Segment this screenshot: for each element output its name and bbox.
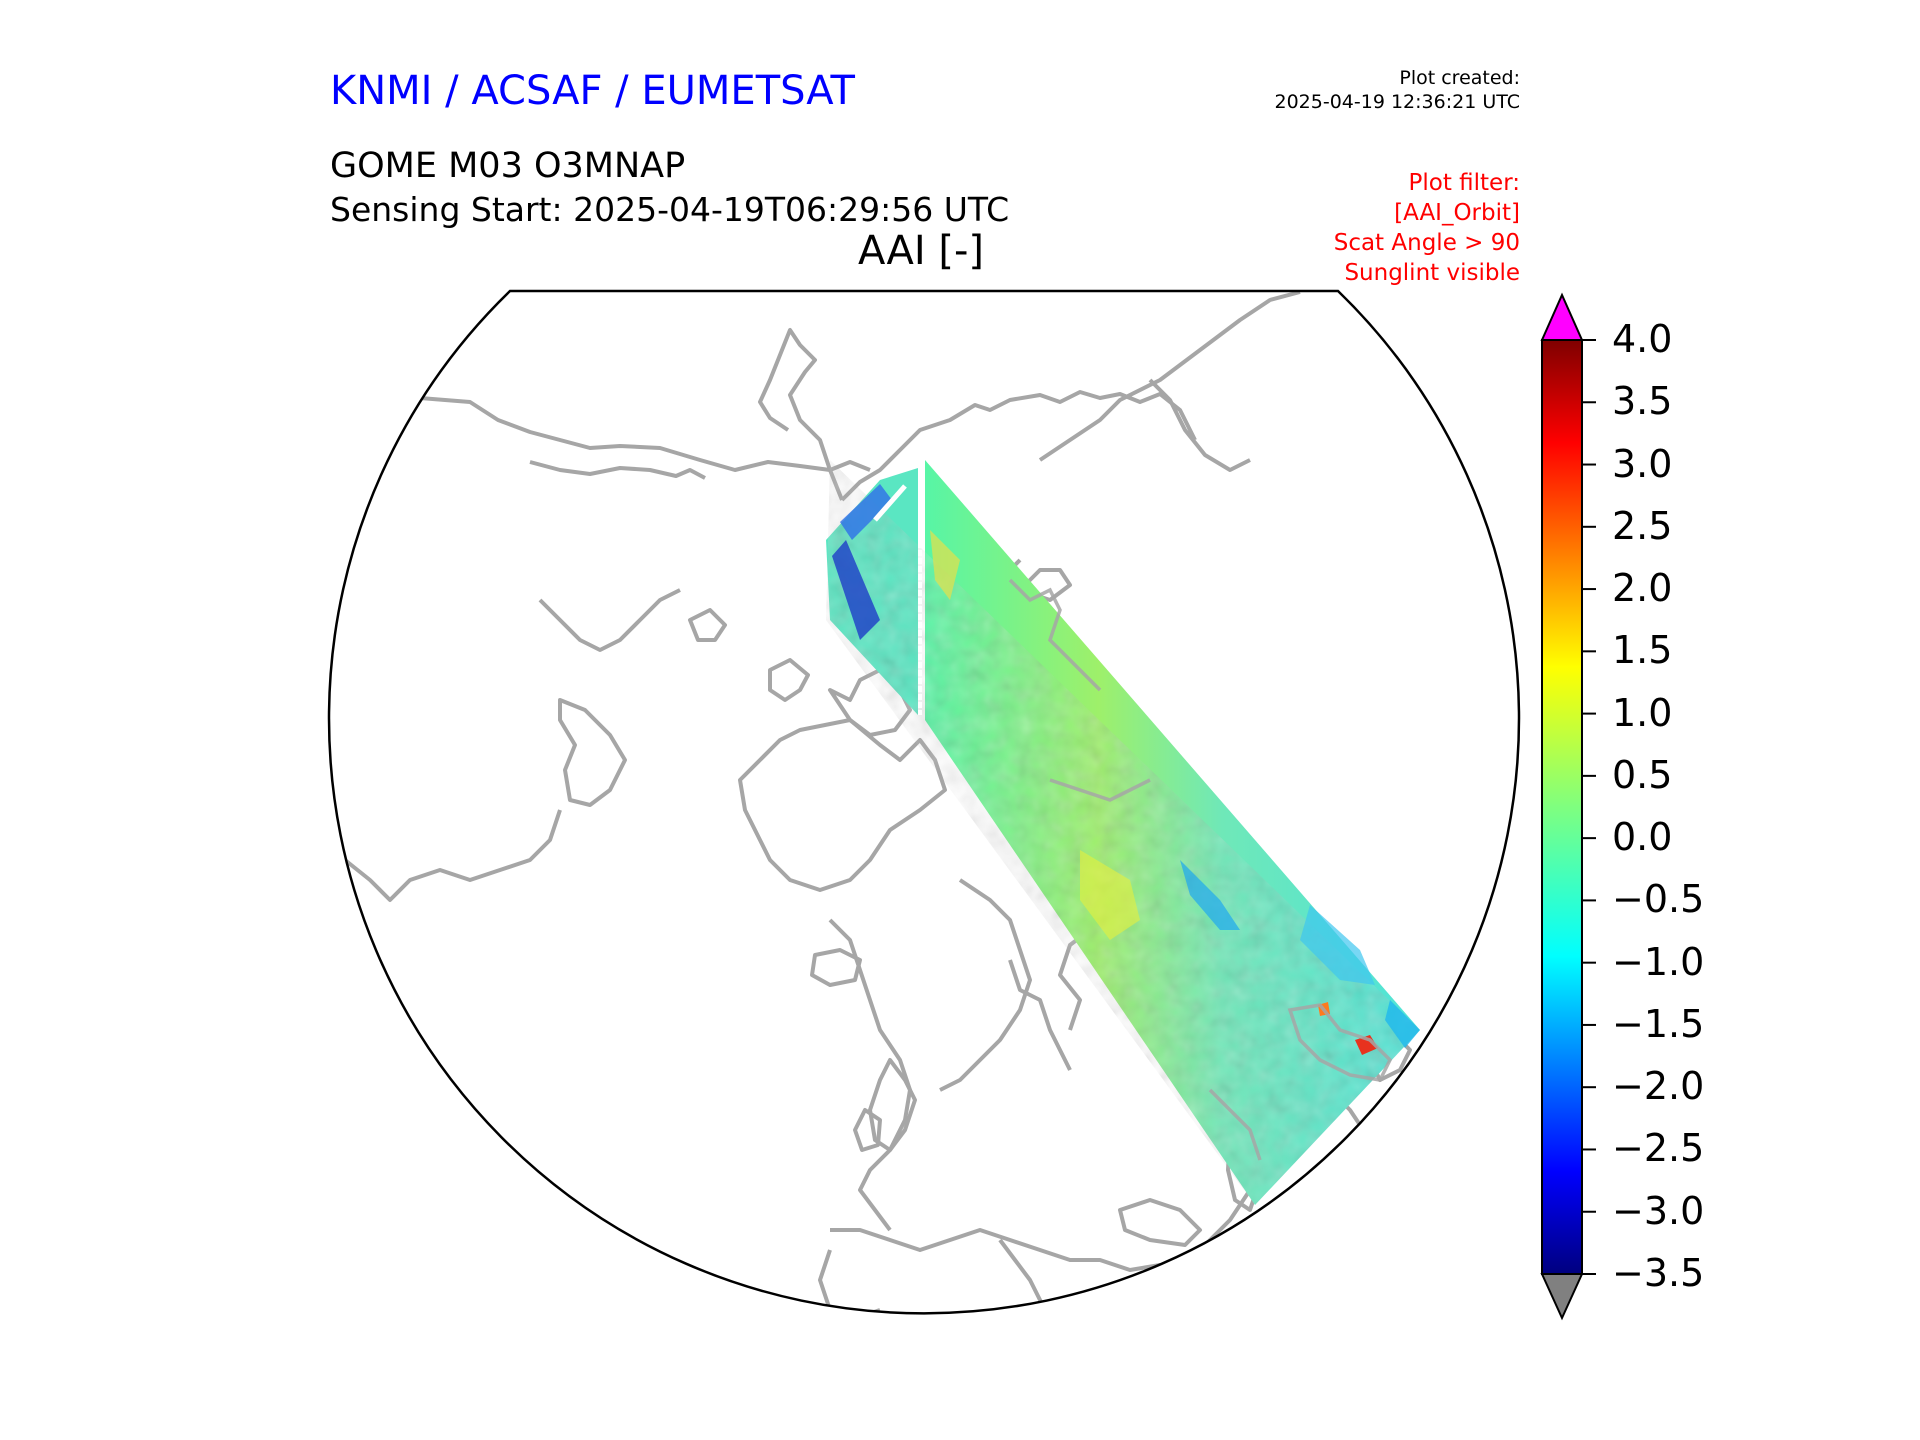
- aai-low-edge: [832, 540, 880, 640]
- colorbar-tick-label: 3.5: [1612, 379, 1673, 424]
- coastline-black-sea: [1118, 1198, 1202, 1247]
- sensing-start: Sensing Start: 2025-04-19T06:29:56 UTC: [330, 190, 1010, 229]
- map-disk: [329, 291, 1519, 1314]
- coastline-novaya-zemlya: [558, 698, 627, 807]
- colorbar-tick-label: 1.0: [1612, 690, 1673, 735]
- plot-created: Plot created: 2025-04-19 12:36:21 UTC: [1275, 66, 1521, 114]
- colorbar-tick-label: 0.0: [1612, 815, 1673, 860]
- coastline-overlay-3: [1287, 1003, 1393, 1082]
- aai-low-patch-1: [1180, 860, 1240, 930]
- colorbar: [1540, 292, 1596, 1321]
- plot-created-time: 2025-04-19 12:36:21 UTC: [1274, 91, 1521, 113]
- colorbar-tick-label: −0.5: [1612, 877, 1705, 922]
- map-title: AAI [-]: [858, 228, 984, 274]
- plot-created-label: Plot created:: [1399, 67, 1520, 89]
- coastline-overlay-1: [1008, 578, 1102, 692]
- aai-low-patch-3: [1385, 1000, 1420, 1048]
- aai-high-patch-1: [1080, 850, 1140, 940]
- coastline-canada-north: [1038, 291, 1301, 462]
- coastline-alaska-west: [758, 328, 844, 501]
- colorbar-under-extension: [1540, 1273, 1584, 1321]
- colorbar-tick-label: −1.5: [1612, 1001, 1705, 1046]
- colorbar-tick-label: 1.5: [1612, 628, 1673, 673]
- coastline-british-isles: [868, 1058, 917, 1152]
- colorbar-over-extension: [1540, 292, 1584, 341]
- coastline-svalbard: [768, 658, 810, 702]
- colorbar-tick-label: −2.5: [1612, 1126, 1705, 1171]
- aai-data-gap-top: [873, 484, 907, 522]
- colorbar-tick-label: 3.0: [1612, 441, 1673, 486]
- coastline-chukotka: [529, 460, 706, 480]
- colorbar-gradient: [1541, 339, 1583, 1275]
- organisation-label: KNMI / ACSAF / EUMETSAT: [330, 68, 855, 114]
- coastline-franz-josef: [688, 608, 727, 642]
- coastline-alaska: [840, 390, 1197, 502]
- colorbar-tick-label: 2.5: [1612, 503, 1673, 548]
- colorbar-tick-label: −1.0: [1612, 939, 1705, 984]
- plot-filter-line: Scat Angle > 90: [1333, 230, 1520, 256]
- aai-high-patch-2: [930, 530, 960, 600]
- plot-filter-line: Sunglint visible: [1344, 260, 1520, 286]
- coastline-ireland: [853, 1108, 882, 1152]
- aai-low-edge-2: [840, 484, 892, 540]
- aai-low-patch-2: [1300, 905, 1375, 985]
- coastline-taimyr: [538, 588, 681, 652]
- coastlines-overlay: [1008, 578, 1393, 1161]
- plot-filter-line: [AAI_Orbit]: [1394, 200, 1520, 226]
- coastline-hudson: [1148, 378, 1251, 472]
- coastline-siberia-west: [343, 809, 562, 902]
- colorbar-tick-label: 0.5: [1612, 752, 1673, 797]
- map-border: [327, 289, 1521, 1315]
- plot-filter-heading: Plot filter:: [1408, 170, 1520, 196]
- colorbar-tick-label: 2.0: [1612, 566, 1673, 611]
- coastline-iceland: [810, 948, 862, 987]
- coastline-siberia: [419, 396, 871, 472]
- colorbar-tick-label: −3.5: [1612, 1251, 1705, 1295]
- colorbar-tick-label: 4.0: [1612, 317, 1673, 361]
- aai-swath-noise: [826, 460, 1420, 1205]
- colorbar-tick-label: −3.0: [1612, 1188, 1705, 1233]
- coastline-baltic: [1008, 959, 1072, 1071]
- coastline-europe: [830, 1228, 1191, 1282]
- colorbar-tick-label: −2.0: [1612, 1064, 1705, 1109]
- coastline-overlay-4: [1208, 1088, 1262, 1161]
- coastline-norway: [939, 878, 1032, 1092]
- coastline-overlay-2: [1049, 778, 1151, 802]
- plot-filter: Plot filter: [AAI_Orbit] Scat Angle > 90…: [1334, 168, 1520, 288]
- product-name: GOME M03 O3MNAP: [330, 146, 686, 186]
